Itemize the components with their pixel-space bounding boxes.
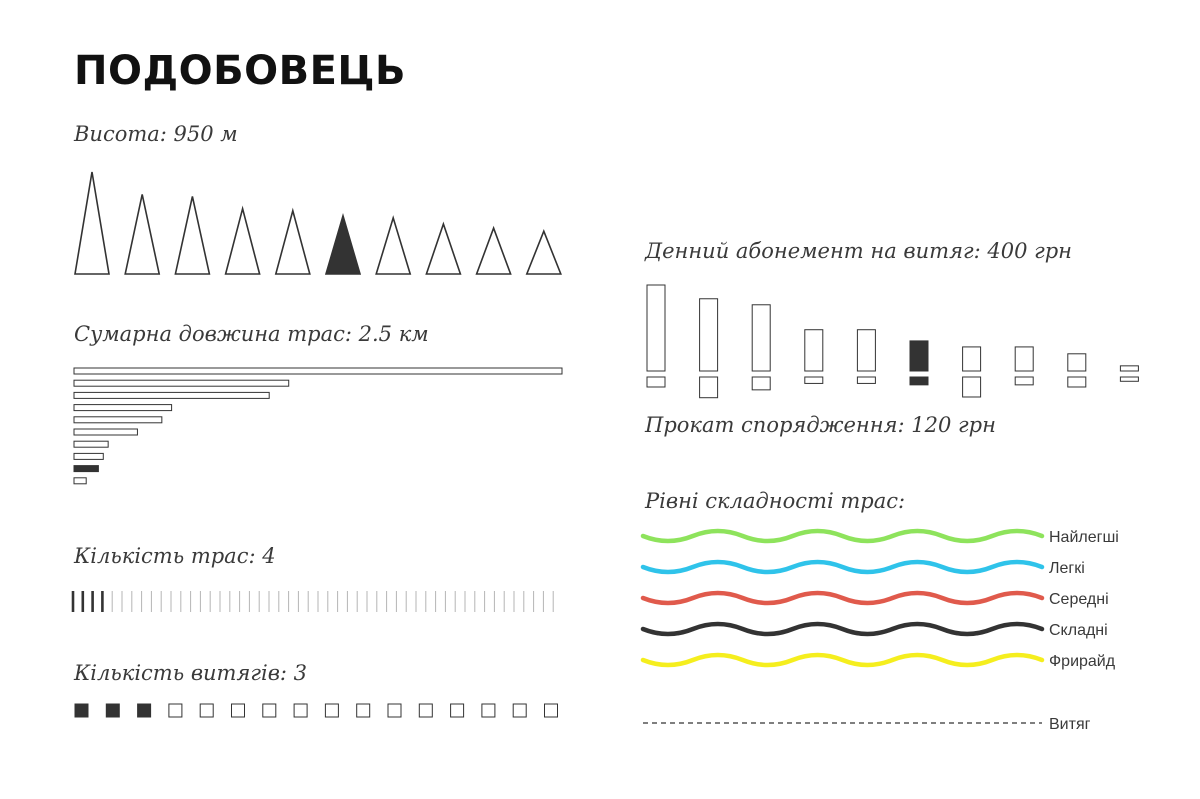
difficulty-legend-label: Середні bbox=[1049, 591, 1109, 608]
height-label: Висота: 950 м bbox=[74, 122, 238, 146]
lift-pass-bar bbox=[909, 340, 929, 372]
difficulty-legend-label: Витяг bbox=[1049, 716, 1091, 733]
height-triangle bbox=[174, 196, 211, 275]
lift-square bbox=[544, 703, 558, 718]
lift-square bbox=[199, 703, 214, 718]
lift-square bbox=[387, 703, 402, 718]
track-length-bar bbox=[73, 465, 99, 473]
height-triangle bbox=[74, 171, 110, 275]
lift-square bbox=[262, 703, 277, 718]
lift-pass-bar bbox=[856, 329, 876, 372]
height-triangle bbox=[124, 194, 161, 275]
rental-bar bbox=[1014, 376, 1034, 386]
lift-pass-bar bbox=[962, 346, 982, 372]
difficulty-legend-label: Найлегші bbox=[1049, 529, 1119, 546]
rental-bar bbox=[804, 376, 824, 384]
difficulty-label: Рівні складності трас: bbox=[645, 489, 906, 513]
difficulty-line bbox=[640, 559, 1045, 575]
lift-square bbox=[293, 703, 308, 718]
track-length-bar bbox=[73, 367, 563, 375]
lift-square bbox=[512, 703, 527, 718]
lift-square bbox=[418, 703, 433, 718]
lift-square bbox=[105, 703, 120, 718]
track-length-bar bbox=[73, 416, 163, 424]
rental-bar bbox=[646, 376, 666, 388]
lift-square bbox=[450, 703, 465, 718]
track-length-bar bbox=[73, 404, 173, 412]
lift-count-squares bbox=[74, 703, 558, 718]
height-triangle bbox=[475, 225, 512, 275]
lift-pass-bar bbox=[699, 298, 719, 372]
height-triangle bbox=[425, 221, 462, 275]
track-length-bar bbox=[73, 452, 104, 460]
difficulty-legend: Найлегші Легкі Середні Складні Фрирайд Витяг bbox=[640, 528, 1119, 733]
page-title: ПОДОБОВЕЦЬ bbox=[74, 48, 407, 94]
height-triangle bbox=[324, 213, 362, 275]
track-length-bar bbox=[73, 379, 290, 387]
track-length-bar bbox=[73, 477, 87, 485]
lift-pass-bar bbox=[751, 304, 771, 372]
track-count-label: Кількість трас: 4 bbox=[74, 544, 276, 568]
track-length-label: Сумарна довжина трас: 2.5 км bbox=[74, 322, 429, 346]
height-triangle bbox=[525, 228, 562, 275]
difficulty-legend-label: Фрирайд bbox=[1049, 653, 1116, 670]
rental-bar bbox=[1067, 376, 1087, 388]
rental-bar bbox=[699, 376, 719, 399]
height-triangle bbox=[224, 205, 261, 275]
lift-pass-bar bbox=[1067, 353, 1087, 372]
track-length-bar bbox=[73, 391, 270, 399]
difficulty-line bbox=[640, 652, 1045, 668]
lift-pass-bar bbox=[804, 329, 824, 372]
lift-square bbox=[324, 703, 339, 718]
height-triangle bbox=[274, 207, 311, 275]
lift-pass-bar bbox=[646, 284, 666, 372]
lift-count-label: Кількість витягів: 3 bbox=[74, 661, 308, 685]
lift-square bbox=[74, 703, 89, 718]
difficulty-legend-label: Складні bbox=[1049, 622, 1108, 639]
lift-square bbox=[481, 703, 496, 718]
track-length-bar bbox=[73, 440, 109, 448]
difficulty-line bbox=[640, 621, 1045, 637]
lift-square bbox=[168, 703, 183, 718]
height-triangle bbox=[375, 215, 412, 275]
lift-pass-bar bbox=[1014, 346, 1034, 372]
lift-pass-label: Денний абонемент на витяг: 400 грн bbox=[645, 239, 1072, 263]
lift-square bbox=[137, 703, 152, 718]
difficulty-line bbox=[640, 528, 1045, 544]
rental-bar bbox=[909, 376, 929, 386]
rental-label: Прокат спорядження: 120 грн bbox=[645, 413, 996, 437]
track-count-tally bbox=[71, 591, 554, 612]
price-bar-chart bbox=[646, 284, 1139, 399]
difficulty-legend-label: Легкі bbox=[1049, 560, 1085, 577]
rental-bar bbox=[751, 376, 771, 391]
rental-bar bbox=[962, 376, 982, 398]
track-length-bar bbox=[73, 428, 138, 436]
difficulty-line bbox=[640, 590, 1045, 606]
height-triangles-chart bbox=[74, 171, 562, 275]
rental-bar bbox=[856, 376, 876, 384]
track-length-bar-chart bbox=[73, 367, 563, 485]
rental-bar bbox=[1119, 376, 1139, 382]
lift-square bbox=[356, 703, 371, 718]
lift-pass-bar bbox=[1119, 365, 1139, 372]
lift-square bbox=[231, 703, 245, 718]
